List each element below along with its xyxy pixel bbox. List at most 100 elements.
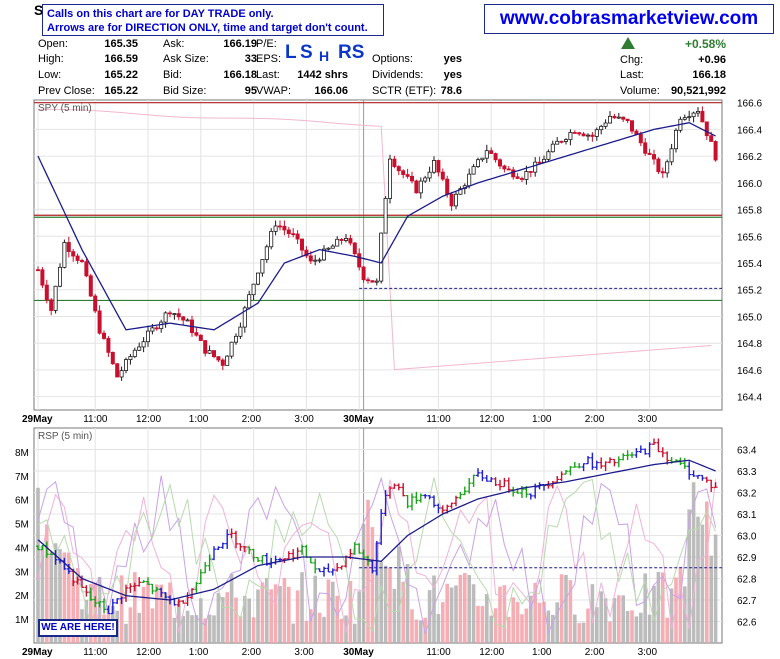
spy-candle xyxy=(317,259,322,262)
rsp-y-tick-label: 63.1 xyxy=(737,510,757,521)
signal-hold: H xyxy=(319,48,330,64)
volume-bar xyxy=(507,616,511,643)
site-banner[interactable]: www.cobrasmarketview.com xyxy=(484,4,774,34)
spy-candle xyxy=(621,116,626,120)
spy-candle xyxy=(511,169,516,178)
volume-bar xyxy=(212,615,216,643)
volume-bar xyxy=(45,524,49,643)
spy-candle xyxy=(409,176,414,182)
spy-candle xyxy=(700,111,705,123)
volume-bar xyxy=(71,580,75,643)
spy-candle xyxy=(555,140,560,145)
spy-candle xyxy=(80,260,85,263)
volume-bar xyxy=(520,614,524,643)
vwap-label: VWAP: xyxy=(256,85,292,97)
volume-bar xyxy=(581,622,586,643)
spy-candle xyxy=(608,115,613,124)
volume-bar xyxy=(168,582,172,643)
volume-bar xyxy=(388,567,392,643)
low-value: 165.22 xyxy=(104,69,138,81)
volume-bar xyxy=(485,593,489,643)
spy-moving-average xyxy=(37,122,716,331)
rsp-y-tick-label: 62.8 xyxy=(737,575,757,586)
spy-candle xyxy=(277,225,282,228)
spy-candle xyxy=(220,359,225,366)
spy-candle xyxy=(40,269,45,286)
change-label: Chg: xyxy=(620,54,644,66)
volume-bar xyxy=(203,618,207,643)
signal-relative-strength: RS xyxy=(338,42,365,63)
volume-bar xyxy=(463,573,467,643)
spy-candle xyxy=(506,168,511,171)
volume-bar xyxy=(471,584,476,643)
high-value: 166.59 xyxy=(104,53,138,65)
volume-y-tick-label: 8M xyxy=(15,448,29,459)
spy-candle xyxy=(550,143,555,153)
volume-y-tick-label: 4M xyxy=(15,543,29,554)
spy-candle xyxy=(713,141,718,161)
volume-bar xyxy=(326,579,331,643)
spy-candle xyxy=(467,173,472,187)
volume-bar xyxy=(375,542,379,643)
spy-candle xyxy=(445,178,450,195)
volume-bar xyxy=(687,509,691,643)
spy-candle xyxy=(185,319,190,322)
volume-bar xyxy=(177,600,181,643)
disclaimer-box: Calls on this chart are for DAY TRADE on… xyxy=(42,4,384,36)
volume-bar xyxy=(163,592,168,643)
spy-candle xyxy=(612,115,617,119)
volume-bar xyxy=(269,589,273,643)
spy-candle xyxy=(515,176,520,179)
spy-y-tick-label: 165.6 xyxy=(737,232,762,243)
volume-bar xyxy=(498,586,502,643)
volume-bar xyxy=(546,610,551,643)
spy-candle xyxy=(379,232,384,282)
spy-y-tick-label: 165.2 xyxy=(737,286,762,297)
sctr-value: 78.6 xyxy=(440,85,462,97)
spy-candle xyxy=(449,193,454,207)
options-label: Options: xyxy=(372,53,413,65)
volume-bar xyxy=(555,602,559,643)
last-shares-value: 1442 shrs xyxy=(297,69,348,81)
spy-candle xyxy=(225,355,230,366)
volume-bar xyxy=(229,573,234,643)
volume-bar xyxy=(436,614,441,643)
spy-candle xyxy=(163,312,168,323)
volume-bar xyxy=(260,582,265,643)
rsp-x-tick-label: 11:00 xyxy=(426,647,451,658)
spy-candle xyxy=(286,229,291,235)
spy-candle xyxy=(150,327,155,332)
bid-label: Bid: xyxy=(163,69,182,81)
volume-bar xyxy=(309,609,313,643)
rsp-y-tick-label: 62.7 xyxy=(737,596,757,607)
spy-candle xyxy=(269,230,274,248)
spy-x-tick-label: 1:00 xyxy=(532,414,552,425)
spy-candle xyxy=(211,350,216,357)
volume-y-tick-label: 5M xyxy=(15,520,29,531)
rsp-y-tick-label: 63.3 xyxy=(737,467,757,478)
spy-candle xyxy=(392,158,397,167)
disclaimer-line-1: Calls on this chart are for DAY TRADE on… xyxy=(47,8,274,20)
volume-bar xyxy=(599,591,603,643)
spy-candle xyxy=(75,255,80,261)
change-value: +0.96 xyxy=(698,54,726,66)
spy-candle xyxy=(458,188,463,195)
volume-bar xyxy=(669,588,674,643)
spy-candle xyxy=(361,266,366,281)
volume-bar xyxy=(564,574,568,643)
volume-bar xyxy=(124,623,128,643)
spy-candle xyxy=(401,170,406,175)
spy-candle xyxy=(291,233,296,236)
volume-bar xyxy=(366,499,370,643)
spy-candle xyxy=(58,266,63,287)
volume-bar xyxy=(577,623,581,643)
spy-candle xyxy=(396,166,401,172)
bid-value: 166.18 xyxy=(223,69,257,81)
volume-bar xyxy=(678,566,683,643)
volume-bar xyxy=(683,586,687,643)
spy-x-tick-label: 2:00 xyxy=(585,414,605,425)
rsp-moving-average xyxy=(37,459,716,601)
spy-candle xyxy=(203,340,208,354)
volume-bar xyxy=(49,554,53,643)
spy-candle xyxy=(365,279,370,282)
